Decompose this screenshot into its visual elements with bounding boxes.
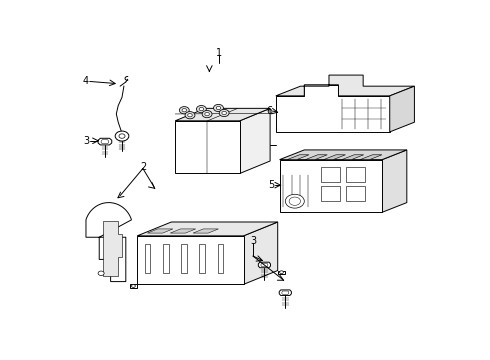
Circle shape xyxy=(179,107,189,114)
Circle shape xyxy=(205,112,209,116)
Circle shape xyxy=(214,104,223,112)
Circle shape xyxy=(222,111,226,114)
Circle shape xyxy=(199,107,204,111)
Polygon shape xyxy=(324,155,345,159)
Circle shape xyxy=(196,105,206,113)
Polygon shape xyxy=(280,159,382,212)
Polygon shape xyxy=(305,155,327,159)
Polygon shape xyxy=(98,138,112,145)
Circle shape xyxy=(188,113,192,117)
Polygon shape xyxy=(360,155,382,159)
Polygon shape xyxy=(147,229,173,233)
Polygon shape xyxy=(240,108,270,174)
Circle shape xyxy=(280,271,283,274)
Polygon shape xyxy=(280,150,407,159)
Text: 1: 1 xyxy=(216,48,222,58)
Circle shape xyxy=(115,131,129,141)
Polygon shape xyxy=(103,221,122,276)
Polygon shape xyxy=(390,86,415,132)
Text: 3: 3 xyxy=(250,237,256,246)
Circle shape xyxy=(119,134,125,138)
Polygon shape xyxy=(175,121,240,174)
Circle shape xyxy=(98,271,104,275)
Polygon shape xyxy=(276,85,390,132)
Polygon shape xyxy=(137,236,244,284)
Polygon shape xyxy=(342,155,364,159)
Polygon shape xyxy=(287,155,309,159)
Text: 4: 4 xyxy=(83,76,89,86)
Polygon shape xyxy=(193,229,219,233)
Polygon shape xyxy=(129,284,137,288)
Text: 2: 2 xyxy=(140,162,146,172)
Polygon shape xyxy=(258,262,270,268)
Circle shape xyxy=(216,106,220,110)
Polygon shape xyxy=(276,75,415,96)
Circle shape xyxy=(219,109,229,117)
Polygon shape xyxy=(279,290,292,296)
Polygon shape xyxy=(137,222,278,236)
Circle shape xyxy=(285,194,304,208)
Text: 3: 3 xyxy=(83,136,89,146)
Circle shape xyxy=(289,197,300,205)
Polygon shape xyxy=(170,229,196,233)
Polygon shape xyxy=(244,222,278,284)
Polygon shape xyxy=(86,203,131,282)
Polygon shape xyxy=(175,108,270,121)
Polygon shape xyxy=(278,270,285,274)
Circle shape xyxy=(185,112,195,119)
Circle shape xyxy=(182,109,187,112)
Polygon shape xyxy=(382,150,407,212)
Circle shape xyxy=(202,111,212,118)
Text: 6: 6 xyxy=(266,106,272,116)
Text: 5: 5 xyxy=(268,180,274,190)
Circle shape xyxy=(131,285,135,287)
